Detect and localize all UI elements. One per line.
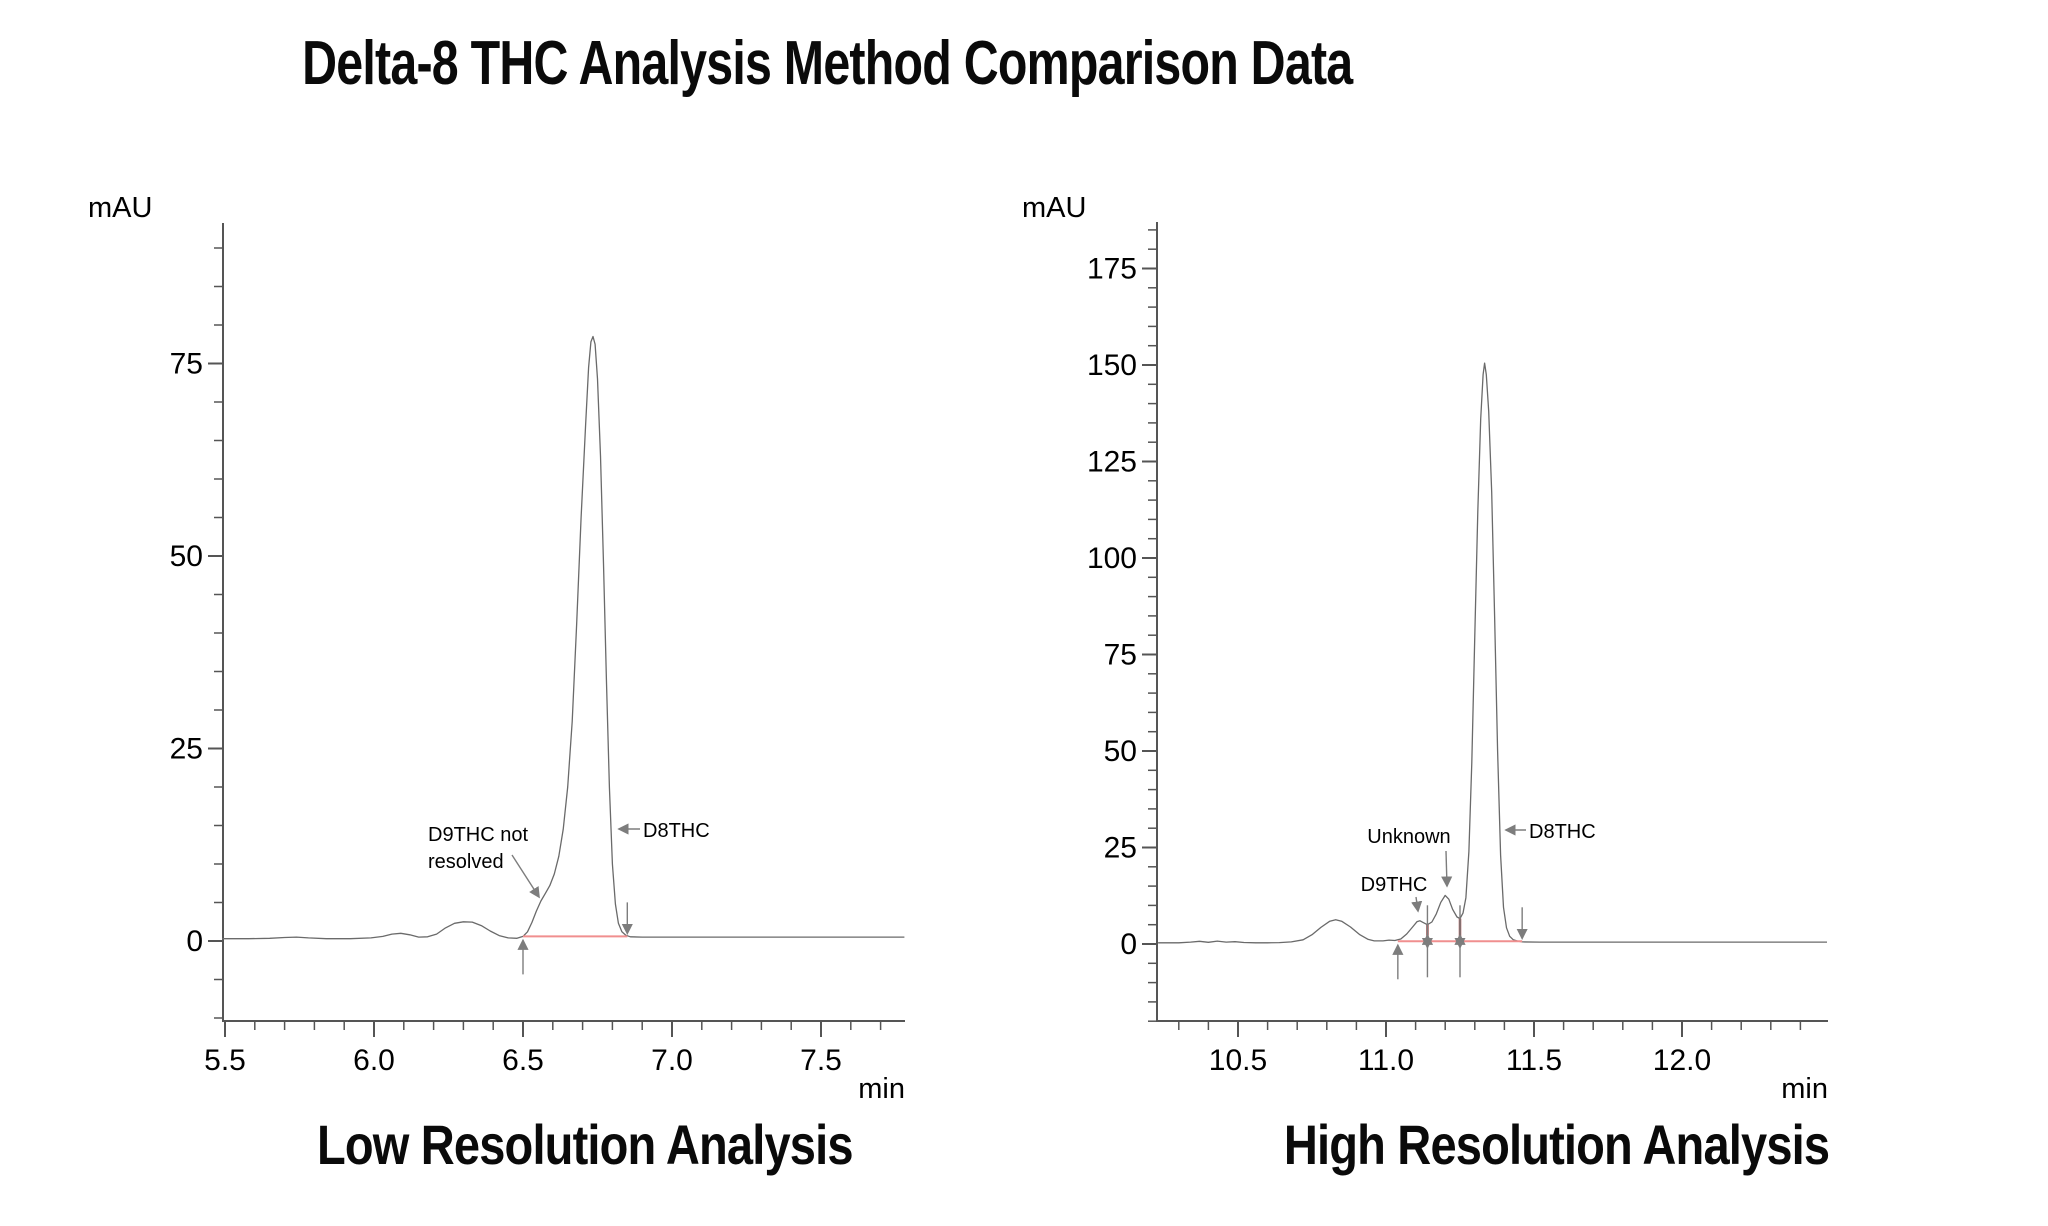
y-tick-label: 125 <box>1087 446 1137 479</box>
d9thc-not-resolved-label-line2: resolved <box>428 851 504 873</box>
high-res-y-axis-unit: mAU <box>1022 192 1086 224</box>
low-res-y-axis-unit: mAU <box>88 192 152 224</box>
y-tick-label: 75 <box>1104 639 1137 672</box>
x-tick-label: 11.0 <box>1358 1044 1414 1077</box>
page-title: Delta-8 THC Analysis Method Comparison D… <box>0 28 1655 99</box>
low-res-annotations: D9THC not resolved D8THC <box>428 820 710 899</box>
low-res-chart-subtitle-text: Low Resolution Analysis <box>317 1113 853 1176</box>
y-tick-label: 150 <box>1087 349 1137 382</box>
high-res-annotations: Unknown D9THC D8THC <box>1361 821 1596 913</box>
high-res-integration-marks <box>1392 905 1528 980</box>
d8thc-peak-label: D8THC <box>643 820 710 842</box>
unknown-pointer-arrow <box>1441 850 1453 888</box>
low-res-axes: 0 25 50 75 5.5 6.0 6.5 7.0 7.5 <box>170 223 905 1077</box>
x-tick-label: 7.5 <box>800 1044 842 1077</box>
x-tick-label: 10.5 <box>1209 1044 1267 1077</box>
x-tick-label: 12.0 <box>1653 1044 1711 1077</box>
d9thc-pointer-arrow <box>511 854 540 899</box>
chromatogram-trace <box>222 335 905 940</box>
d8thc-peak-label: D8THC <box>1529 821 1596 843</box>
y-tick-label: 25 <box>1104 832 1137 865</box>
low-res-chart: 0 25 50 75 5.5 6.0 6.5 7.0 7.5 mAU min D9THC not… <box>88 192 905 1105</box>
unknown-peak-label: Unknown <box>1367 826 1450 848</box>
x-tick-label: 7.0 <box>651 1044 693 1077</box>
page-title-text: Delta-8 THC Analysis Method Comparison D… <box>302 29 1353 98</box>
axis-spine <box>1156 222 1828 1022</box>
x-tick-label: 11.5 <box>1506 1044 1562 1077</box>
chromatogram-trace <box>1158 362 1827 944</box>
high-res-chart-subtitle: High Resolution Analysis <box>957 1112 2048 1177</box>
x-tick-label: 6.0 <box>353 1044 395 1077</box>
axis-spine <box>222 223 905 1022</box>
high-res-chart-subtitle-text: High Resolution Analysis <box>1284 1113 1830 1176</box>
y-tick-label: 0 <box>1120 928 1137 961</box>
d9thc-pointer-arrow <box>1411 896 1423 913</box>
y-tick-label: 50 <box>1104 735 1137 768</box>
x-tick-label: 5.5 <box>204 1044 246 1077</box>
y-tick-label: 175 <box>1087 253 1137 286</box>
y-tick-label: 0 <box>186 925 203 958</box>
high-res-x-axis-unit: min <box>1781 1073 1828 1105</box>
y-tick-label: 50 <box>170 540 203 573</box>
d9thc-peak-label: D9THC <box>1361 874 1428 896</box>
high-res-trace-group <box>1158 362 1827 944</box>
low-res-x-axis-unit: min <box>858 1073 905 1105</box>
y-tick-label: 25 <box>170 733 203 766</box>
d9thc-not-resolved-label-line1: D9THC not <box>428 824 528 846</box>
high-res-axes: 0 25 50 75 100 125 150 175 10.5 11.0 11.5 12.0 <box>1087 222 1828 1077</box>
low-res-trace-group <box>222 335 905 940</box>
low-res-integration-marks <box>517 902 633 975</box>
x-tick-label: 6.5 <box>502 1044 544 1077</box>
y-tick-label: 100 <box>1087 542 1137 575</box>
y-tick-label: 75 <box>170 348 203 381</box>
low-res-chart-subtitle: Low Resolution Analysis <box>0 1112 1185 1177</box>
